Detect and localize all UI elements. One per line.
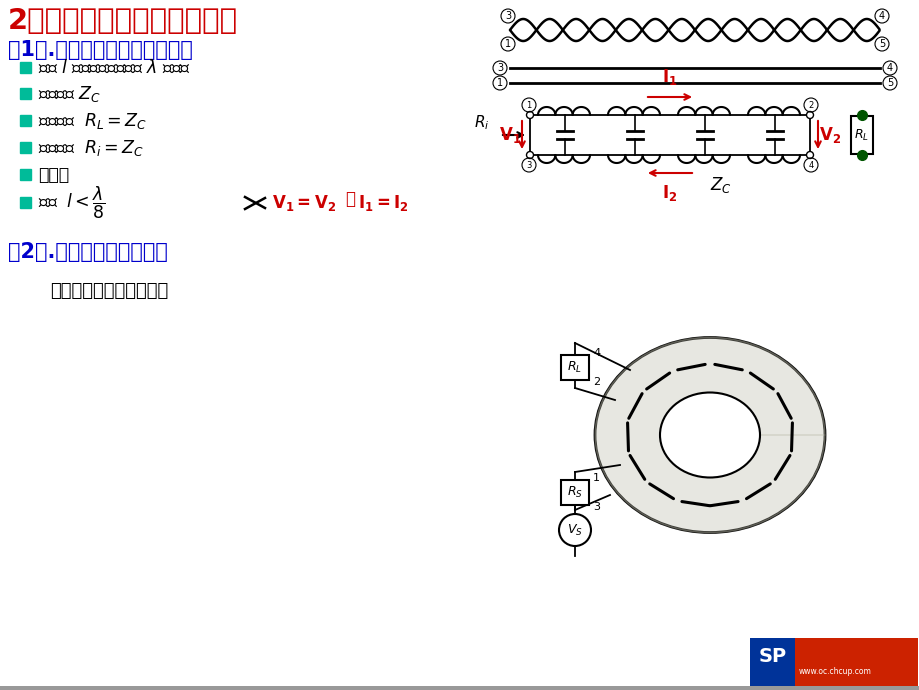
Text: 1: 1 (505, 39, 511, 49)
Text: $V_S$: $V_S$ (566, 522, 583, 538)
Bar (749, 638, 794, 688)
Text: 传输线、高导磁率磁芯、: 传输线、高导磁率磁芯、 (50, 282, 168, 300)
Text: 、: 、 (345, 190, 355, 208)
Text: $R_i$: $R_i$ (473, 113, 489, 132)
FancyBboxPatch shape (20, 115, 31, 126)
Bar (561, 355, 588, 380)
Text: 1: 1 (593, 473, 599, 483)
Text: $Z_C$: $Z_C$ (709, 175, 731, 195)
Bar (0, 686, 919, 690)
Text: 5: 5 (886, 78, 892, 88)
Text: 行波状态  $R_L = Z_C$: 行波状态 $R_L = Z_C$ (38, 111, 147, 131)
Text: $\mathbf{V_1{=}V_2}$: $\mathbf{V_1{=}V_2}$ (272, 193, 335, 213)
Text: $\mathbf{V_2}$: $\mathbf{V_2}$ (818, 125, 840, 145)
Text: 5: 5 (878, 39, 884, 49)
Text: $\mathbf{I_1{=}I_2}$: $\mathbf{I_1{=}I_2}$ (357, 193, 408, 213)
Text: $R_L$: $R_L$ (854, 128, 868, 143)
Text: SP: SP (758, 647, 787, 667)
Text: $R_S$: $R_S$ (566, 485, 583, 500)
Circle shape (806, 152, 812, 159)
Bar (850, 116, 872, 154)
Text: 无损耗: 无损耗 (38, 166, 69, 184)
Text: 4: 4 (878, 11, 884, 21)
Text: www.oc.chcup.com: www.oc.chcup.com (798, 667, 870, 676)
Text: 3: 3 (505, 11, 511, 21)
Text: 2: 2 (808, 101, 812, 110)
Text: 4: 4 (808, 161, 812, 170)
Text: 1: 1 (496, 78, 503, 88)
Text: $\mathbf{V_1}$: $\mathbf{V_1}$ (498, 125, 520, 145)
FancyBboxPatch shape (20, 197, 31, 208)
Text: $R_L$: $R_L$ (567, 360, 582, 375)
Text: 4: 4 (886, 63, 892, 73)
FancyBboxPatch shape (20, 142, 31, 153)
Circle shape (526, 112, 533, 119)
Text: 2．传输线变压器结构与特点: 2．传输线变压器结构与特点 (8, 7, 238, 35)
Circle shape (806, 112, 812, 119)
Text: $\mathbf{I_2}$: $\mathbf{I_2}$ (662, 183, 677, 203)
FancyBboxPatch shape (20, 169, 31, 180)
Text: 3: 3 (593, 502, 599, 512)
Text: 线长 $l$ 与传输信号的波长 $\lambda$ 可比拟: 线长 $l$ 与传输信号的波长 $\lambda$ 可比拟 (38, 59, 191, 77)
Polygon shape (595, 337, 824, 533)
Text: （2）.传输线变压器的结构: （2）.传输线变压器的结构 (8, 242, 167, 262)
Text: 特性阻抗 $Z_C$: 特性阻抗 $Z_C$ (38, 84, 101, 104)
Bar (749, 638, 917, 688)
Text: 3: 3 (526, 161, 531, 170)
Text: 线长  $l < \dfrac{\lambda}{8}$: 线长 $l < \dfrac{\lambda}{8}$ (38, 185, 106, 221)
FancyBboxPatch shape (20, 88, 31, 99)
Ellipse shape (659, 393, 759, 477)
Text: $\mathbf{I_1}$: $\mathbf{I_1}$ (662, 67, 677, 87)
Text: 输入阻抗  $R_i = Z_C$: 输入阻抗 $R_i = Z_C$ (38, 138, 143, 158)
Text: 3: 3 (496, 63, 503, 73)
Bar (561, 480, 588, 505)
Text: 2: 2 (593, 377, 599, 387)
FancyBboxPatch shape (20, 62, 31, 73)
Ellipse shape (595, 337, 824, 533)
Text: （1）.传输线的概念与应用条件: （1）.传输线的概念与应用条件 (8, 40, 193, 60)
Circle shape (526, 152, 533, 159)
Text: 4: 4 (593, 348, 599, 358)
Text: 1: 1 (526, 101, 531, 110)
